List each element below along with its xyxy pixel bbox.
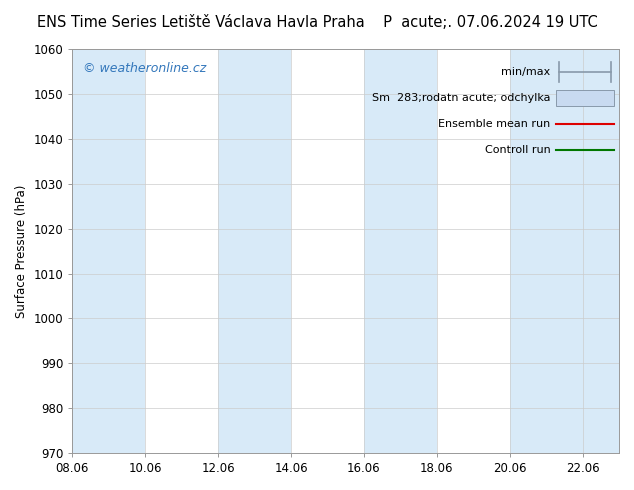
Bar (72, 49, 145, 453)
Text: Ensemble mean run: Ensemble mean run (439, 119, 551, 129)
Text: ENS Time Series Letiště Václava Havla Praha    P  acute;. 07.06.2024 19 UTC: ENS Time Series Letiště Václava Havla Pr… (37, 15, 597, 30)
Bar (510, 49, 583, 453)
Bar (218, 49, 291, 453)
Text: © weatheronline.cz: © weatheronline.cz (83, 62, 207, 74)
Bar (556, 90, 614, 106)
Text: Controll run: Controll run (485, 146, 551, 155)
Y-axis label: Surface Pressure (hPa): Surface Pressure (hPa) (15, 185, 28, 318)
Text: Sm  283;rodatn acute; odchylka: Sm 283;rodatn acute; odchylka (372, 93, 551, 103)
Bar (364, 49, 437, 453)
Bar (583, 49, 619, 453)
Text: min/max: min/max (501, 67, 551, 76)
